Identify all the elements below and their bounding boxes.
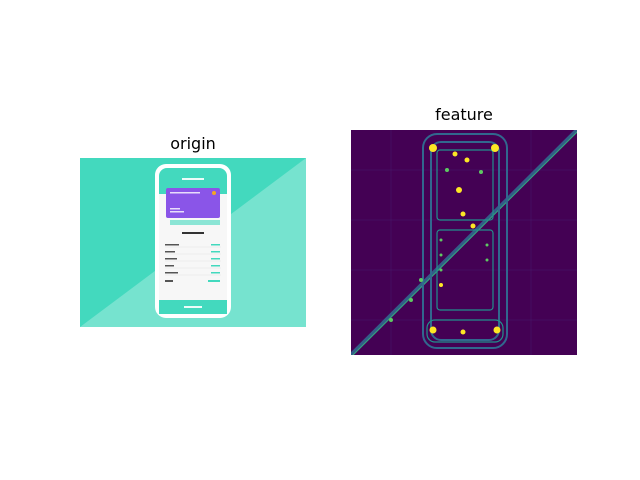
origin-image (80, 158, 306, 327)
origin-panel-title: origin (170, 134, 216, 153)
feature-map-image (351, 130, 577, 355)
phone-mockup (155, 164, 231, 318)
feature-panel-title: feature (435, 105, 493, 124)
